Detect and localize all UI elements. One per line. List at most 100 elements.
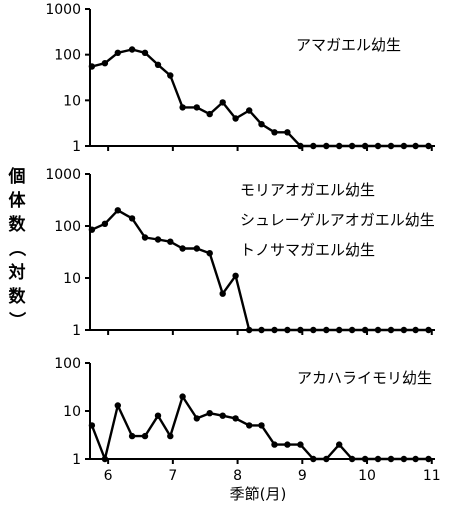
data-point <box>374 142 382 150</box>
data-point <box>271 441 278 448</box>
data-point <box>348 142 356 150</box>
data-point <box>284 441 291 448</box>
panel-3: 1 10 100 アカハライモリ幼生 <box>54 356 435 468</box>
data-point <box>336 142 343 150</box>
data-point <box>88 63 96 70</box>
data-point <box>323 326 330 334</box>
data-point <box>114 207 122 214</box>
data-point <box>88 226 96 233</box>
data-point <box>219 99 226 106</box>
data-point <box>400 455 408 463</box>
data-point <box>128 432 136 440</box>
data-point <box>387 455 395 463</box>
data-point <box>232 415 239 422</box>
y-tick-label: 100 <box>54 356 81 372</box>
data-point <box>219 412 226 419</box>
data-point <box>154 236 162 243</box>
data-point <box>193 104 200 111</box>
data-point <box>167 432 174 440</box>
data-point <box>412 326 419 334</box>
data-point <box>179 104 186 111</box>
x-tick-label: 11 <box>423 468 441 484</box>
data-point <box>193 415 200 422</box>
y-tick-label: 1 <box>72 452 81 468</box>
x-tick-label: 6 <box>104 468 113 484</box>
data-point <box>141 234 149 241</box>
data-point <box>232 272 239 279</box>
data-point <box>361 455 369 463</box>
data-point <box>167 238 174 245</box>
data-point <box>425 455 432 463</box>
panel-2: 1 10 100 1000 モリアオガエル幼生シュレーゲルアオガエル幼生トノサマガエル幼… <box>45 167 435 339</box>
data-point <box>284 129 291 136</box>
chart-panels: 1 10 100 1000 アマガエル幼生 1 10 100 1000 モリアオガエル幼生シュレー… <box>45 2 440 484</box>
data-point <box>425 326 432 334</box>
data-point <box>246 107 253 114</box>
data-point <box>310 455 317 463</box>
data-point <box>412 455 419 463</box>
data-point <box>425 142 432 150</box>
data-point <box>206 410 213 417</box>
data-point <box>232 115 239 122</box>
data-point <box>101 455 109 463</box>
x-tick-label: 10 <box>358 468 376 484</box>
y-axis-label-char: ） <box>6 312 27 329</box>
panel-1: 1 10 100 1000 アマガエル幼生 <box>45 2 435 155</box>
y-tick-label: 10 <box>63 271 81 287</box>
y-axis-label-char: 対 <box>8 262 26 283</box>
data-point <box>361 326 369 334</box>
series-label: アカハライモリ幼生 <box>297 369 432 387</box>
data-point <box>246 326 253 334</box>
x-axis-label: 季節(月) <box>230 485 287 503</box>
y-tick-label: 1 <box>72 139 81 155</box>
data-point <box>412 142 419 150</box>
data-point <box>114 49 122 56</box>
data-point <box>114 402 122 409</box>
data-point <box>206 110 213 118</box>
data-point <box>206 250 213 257</box>
data-point <box>310 142 317 150</box>
y-tick-label: 10 <box>63 404 81 420</box>
y-tick-label: 10 <box>63 93 81 109</box>
x-tick-label: 8 <box>233 468 242 484</box>
series-label: トノサマガエル幼生 <box>240 241 375 259</box>
data-point <box>141 432 149 440</box>
series-label: モリアオガエル幼生 <box>240 181 375 199</box>
data-point <box>88 422 96 429</box>
data-point <box>167 72 174 79</box>
data-point <box>348 455 356 463</box>
y-tick-label: 100 <box>54 219 81 235</box>
data-point <box>387 142 395 150</box>
data-point <box>179 245 186 252</box>
data-point <box>348 326 356 334</box>
data-point <box>258 326 265 334</box>
x-tick-label: 9 <box>298 468 307 484</box>
y-axis-label-char: （ <box>6 240 27 257</box>
data-point <box>219 290 226 297</box>
y-axis-label: 個体数（対数） <box>6 166 27 329</box>
data-point <box>310 326 317 334</box>
data-point <box>297 142 304 150</box>
data-point <box>179 393 186 400</box>
data-point <box>374 326 382 334</box>
data-point <box>387 326 395 334</box>
y-axis-label-char: 数 <box>9 214 27 235</box>
data-point <box>271 326 278 334</box>
data-point <box>193 245 200 252</box>
data-point <box>271 129 278 136</box>
data-point <box>374 455 382 463</box>
data-point <box>323 455 330 463</box>
y-axis-label-char: 体 <box>9 190 27 211</box>
data-point <box>400 326 408 334</box>
data-point <box>361 142 369 150</box>
data-point <box>141 49 149 56</box>
data-point <box>101 220 109 227</box>
y-axis-label-char: 数 <box>9 286 27 307</box>
series-label: シュレーゲルアオガエル幼生 <box>240 211 435 229</box>
data-point <box>336 441 343 448</box>
series-line <box>91 48 429 148</box>
data-point <box>297 326 304 334</box>
x-tick-label: 7 <box>168 468 177 484</box>
y-axis-label-char: 個 <box>8 166 26 187</box>
